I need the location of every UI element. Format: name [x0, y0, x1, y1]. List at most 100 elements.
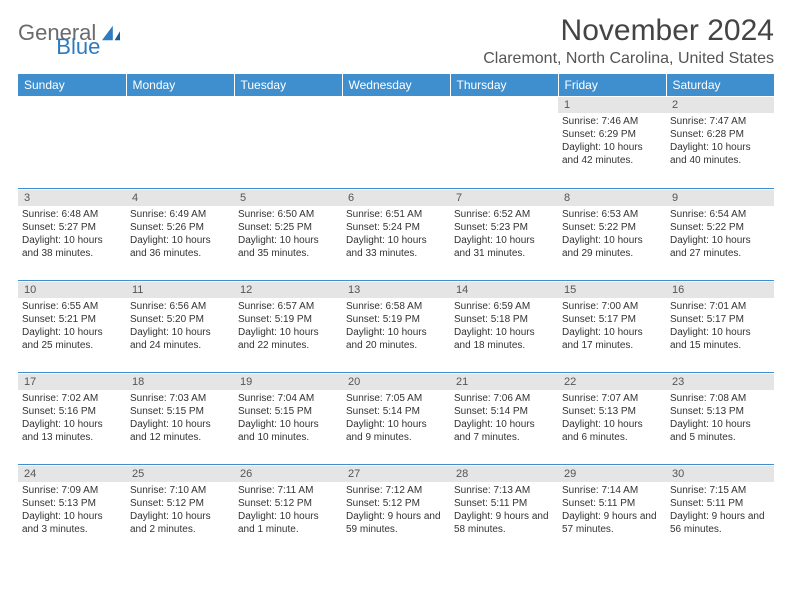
calendar-day-cell: 20Sunrise: 7:05 AMSunset: 5:14 PMDayligh… [342, 372, 450, 464]
daylight-text: Daylight: 9 hours and 58 minutes. [454, 510, 554, 536]
logo-text-blue: Blue [56, 34, 100, 59]
sunrise-text: Sunrise: 7:02 AM [22, 392, 122, 405]
daylight-text: Daylight: 10 hours and 2 minutes. [130, 510, 230, 536]
daylight-text: Daylight: 10 hours and 20 minutes. [346, 326, 446, 352]
sunrise-text: Sunrise: 7:03 AM [130, 392, 230, 405]
calendar-day-cell: 9Sunrise: 6:54 AMSunset: 5:22 PMDaylight… [666, 188, 774, 280]
sunrise-text: Sunrise: 7:04 AM [238, 392, 338, 405]
calendar-day-cell: 22Sunrise: 7:07 AMSunset: 5:13 PMDayligh… [558, 372, 666, 464]
day-number: 19 [234, 373, 342, 390]
sunset-text: Sunset: 5:13 PM [22, 497, 122, 510]
daylight-text: Daylight: 10 hours and 3 minutes. [22, 510, 122, 536]
sunrise-text: Sunrise: 6:57 AM [238, 300, 338, 313]
day-number: 20 [342, 373, 450, 390]
sunrise-text: Sunrise: 7:08 AM [670, 392, 770, 405]
sunset-text: Sunset: 6:28 PM [670, 128, 770, 141]
day-number: 30 [666, 465, 774, 482]
sunrise-text: Sunrise: 7:13 AM [454, 484, 554, 497]
sunrise-text: Sunrise: 7:06 AM [454, 392, 554, 405]
day-number: 15 [558, 281, 666, 298]
day-number: 7 [450, 189, 558, 206]
sunset-text: Sunset: 5:12 PM [130, 497, 230, 510]
day-details: Sunrise: 6:49 AMSunset: 5:26 PMDaylight:… [126, 206, 234, 264]
day-details: Sunrise: 7:02 AMSunset: 5:16 PMDaylight:… [18, 390, 126, 448]
day-number: 16 [666, 281, 774, 298]
sunrise-text: Sunrise: 6:55 AM [22, 300, 122, 313]
sunset-text: Sunset: 5:11 PM [454, 497, 554, 510]
calendar-day-cell: 15Sunrise: 7:00 AMSunset: 5:17 PMDayligh… [558, 280, 666, 372]
day-details: Sunrise: 7:00 AMSunset: 5:17 PMDaylight:… [558, 298, 666, 356]
calendar-day-cell: 14Sunrise: 6:59 AMSunset: 5:18 PMDayligh… [450, 280, 558, 372]
calendar-day-cell: 10Sunrise: 6:55 AMSunset: 5:21 PMDayligh… [18, 280, 126, 372]
calendar-day-cell: .. [342, 96, 450, 188]
day-number: 6 [342, 189, 450, 206]
col-tuesday: Tuesday [234, 74, 342, 96]
day-number: 13 [342, 281, 450, 298]
sunrise-text: Sunrise: 7:00 AM [562, 300, 662, 313]
sunrise-text: Sunrise: 7:12 AM [346, 484, 446, 497]
col-monday: Monday [126, 74, 234, 96]
day-details: Sunrise: 7:03 AMSunset: 5:15 PMDaylight:… [126, 390, 234, 448]
day-number: 4 [126, 189, 234, 206]
day-details: Sunrise: 7:12 AMSunset: 5:12 PMDaylight:… [342, 482, 450, 540]
day-details: Sunrise: 7:04 AMSunset: 5:15 PMDaylight:… [234, 390, 342, 448]
daylight-text: Daylight: 10 hours and 10 minutes. [238, 418, 338, 444]
sunset-text: Sunset: 5:27 PM [22, 221, 122, 234]
day-details: Sunrise: 6:57 AMSunset: 5:19 PMDaylight:… [234, 298, 342, 356]
sunset-text: Sunset: 5:14 PM [346, 405, 446, 418]
calendar-day-cell: 29Sunrise: 7:14 AMSunset: 5:11 PMDayligh… [558, 464, 666, 556]
sunrise-text: Sunrise: 6:54 AM [670, 208, 770, 221]
sunrise-text: Sunrise: 7:47 AM [670, 115, 770, 128]
daylight-text: Daylight: 10 hours and 12 minutes. [130, 418, 230, 444]
sunrise-text: Sunrise: 7:05 AM [346, 392, 446, 405]
day-details: Sunrise: 7:01 AMSunset: 5:17 PMDaylight:… [666, 298, 774, 356]
calendar-body: ..........1Sunrise: 7:46 AMSunset: 6:29 … [18, 96, 774, 556]
daylight-text: Daylight: 10 hours and 17 minutes. [562, 326, 662, 352]
daylight-text: Daylight: 9 hours and 57 minutes. [562, 510, 662, 536]
calendar-day-cell: 27Sunrise: 7:12 AMSunset: 5:12 PMDayligh… [342, 464, 450, 556]
calendar-day-cell: 23Sunrise: 7:08 AMSunset: 5:13 PMDayligh… [666, 372, 774, 464]
sunrise-text: Sunrise: 6:58 AM [346, 300, 446, 313]
day-number: 28 [450, 465, 558, 482]
day-number: 18 [126, 373, 234, 390]
sunrise-text: Sunrise: 7:07 AM [562, 392, 662, 405]
sunset-text: Sunset: 5:11 PM [670, 497, 770, 510]
sunset-text: Sunset: 5:23 PM [454, 221, 554, 234]
daylight-text: Daylight: 10 hours and 33 minutes. [346, 234, 446, 260]
day-details: Sunrise: 6:58 AMSunset: 5:19 PMDaylight:… [342, 298, 450, 356]
day-details: Sunrise: 6:52 AMSunset: 5:23 PMDaylight:… [450, 206, 558, 264]
day-number: 8 [558, 189, 666, 206]
day-details: Sunrise: 7:05 AMSunset: 5:14 PMDaylight:… [342, 390, 450, 448]
calendar-week-row: 10Sunrise: 6:55 AMSunset: 5:21 PMDayligh… [18, 280, 774, 372]
sunset-text: Sunset: 5:19 PM [238, 313, 338, 326]
sunset-text: Sunset: 5:13 PM [670, 405, 770, 418]
day-details: Sunrise: 7:11 AMSunset: 5:12 PMDaylight:… [234, 482, 342, 540]
day-details: Sunrise: 6:54 AMSunset: 5:22 PMDaylight:… [666, 206, 774, 264]
calendar-day-cell: 3Sunrise: 6:48 AMSunset: 5:27 PMDaylight… [18, 188, 126, 280]
sunset-text: Sunset: 5:17 PM [670, 313, 770, 326]
calendar-day-cell: 6 Sunrise: 6:51 AMSunset: 5:24 PMDaylight… [342, 188, 450, 280]
header: General Blue November 2024 Claremont, No… [18, 14, 774, 68]
daylight-text: Daylight: 10 hours and 31 minutes. [454, 234, 554, 260]
sunset-text: Sunset: 6:29 PM [562, 128, 662, 141]
sunset-text: Sunset: 5:25 PM [238, 221, 338, 234]
calendar-day-cell: 25Sunrise: 7:10 AMSunset: 5:12 PMDayligh… [126, 464, 234, 556]
sunset-text: Sunset: 5:15 PM [238, 405, 338, 418]
day-number: 17 [18, 373, 126, 390]
calendar-week-row: 3Sunrise: 6:48 AMSunset: 5:27 PMDaylight… [18, 188, 774, 280]
col-sunday: Sunday [18, 74, 126, 96]
day-details: Sunrise: 6:48 AMSunset: 5:27 PMDaylight:… [18, 206, 126, 264]
weekday-header-row: Sunday Monday Tuesday Wednesday Thursday… [18, 74, 774, 96]
sunrise-text: Sunrise: 6:51 AM [346, 208, 446, 221]
sunset-text: Sunset: 5:11 PM [562, 497, 662, 510]
daylight-text: Daylight: 10 hours and 13 minutes. [22, 418, 122, 444]
sunset-text: Sunset: 5:24 PM [346, 221, 446, 234]
sunset-text: Sunset: 5:12 PM [238, 497, 338, 510]
day-details: Sunrise: 7:09 AMSunset: 5:13 PMDaylight:… [18, 482, 126, 540]
sunrise-text: Sunrise: 6:48 AM [22, 208, 122, 221]
sunset-text: Sunset: 5:13 PM [562, 405, 662, 418]
sunset-text: Sunset: 5:17 PM [562, 313, 662, 326]
day-number: 10 [18, 281, 126, 298]
sunrise-text: Sunrise: 6:52 AM [454, 208, 554, 221]
daylight-text: Daylight: 10 hours and 25 minutes. [22, 326, 122, 352]
